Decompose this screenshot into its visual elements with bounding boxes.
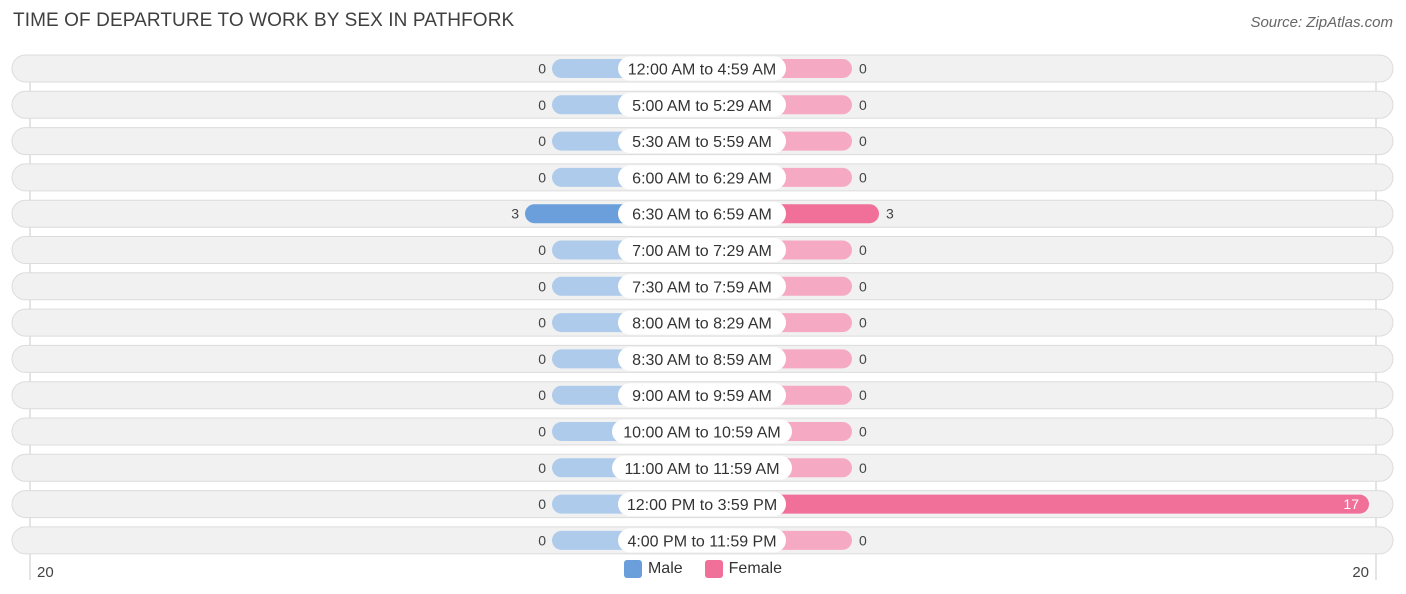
bar-female xyxy=(702,494,1369,514)
legend-item-female: Female xyxy=(704,560,783,578)
category-label-pill xyxy=(618,383,786,408)
value-label-male: 0 xyxy=(538,278,546,294)
category-label: 6:30 AM to 6:59 AM xyxy=(632,207,772,224)
value-label-female: 0 xyxy=(859,460,867,476)
chart-source: Source: ZipAtlas.com xyxy=(1250,14,1393,31)
category-label: 10:00 AM to 10:59 AM xyxy=(623,425,780,442)
value-label-male: 0 xyxy=(538,61,546,77)
value-label-male: 0 xyxy=(538,169,546,185)
value-label-female: 0 xyxy=(859,278,867,294)
legend-item-male: Male xyxy=(623,560,683,578)
value-label-male: 0 xyxy=(538,532,546,548)
category-label: 5:30 AM to 5:59 AM xyxy=(632,134,772,151)
value-label-female: 0 xyxy=(859,424,867,440)
value-label-male: 0 xyxy=(538,460,546,476)
legend-swatch-female xyxy=(704,560,723,578)
category-label-pill xyxy=(618,201,786,226)
category-label: 11:00 AM to 11:59 AM xyxy=(624,461,779,478)
value-label-male: 0 xyxy=(538,97,546,113)
value-label-female: 0 xyxy=(859,133,867,149)
value-label-female: 3 xyxy=(886,206,894,222)
axis-tick-left: 20 xyxy=(37,564,54,581)
value-label-male: 0 xyxy=(538,242,546,258)
category-label: 7:00 AM to 7:29 AM xyxy=(632,243,772,260)
category-label-pill xyxy=(618,129,786,154)
value-label-male: 3 xyxy=(511,206,519,222)
category-label: 9:00 AM to 9:59 AM xyxy=(632,388,772,405)
value-label-male: 0 xyxy=(538,424,546,440)
category-label-pill xyxy=(618,346,786,371)
category-label-pill xyxy=(618,92,786,117)
category-label-pill xyxy=(612,455,792,480)
value-label-male: 0 xyxy=(538,351,546,367)
value-label-female: 0 xyxy=(859,351,867,367)
value-label-female: 0 xyxy=(859,97,867,113)
chart-title: TIME OF DEPARTURE TO WORK BY SEX IN PATH… xyxy=(13,10,515,31)
value-label-female: 0 xyxy=(859,61,867,77)
value-label-female: 0 xyxy=(859,242,867,258)
value-label-male: 0 xyxy=(538,315,546,331)
category-label: 12:00 PM to 3:59 PM xyxy=(627,497,777,514)
legend-label-male: Male xyxy=(647,560,683,577)
category-label-pill xyxy=(618,492,786,517)
value-label-male: 0 xyxy=(538,387,546,403)
value-label-female: 0 xyxy=(859,387,867,403)
category-label: 7:30 AM to 7:59 AM xyxy=(632,279,772,296)
category-label-pill xyxy=(618,56,786,81)
legend-swatch-male xyxy=(623,560,642,578)
value-label-female: 0 xyxy=(859,169,867,185)
category-label: 12:00 AM to 4:59 AM xyxy=(628,62,777,79)
value-label-male: 0 xyxy=(538,496,546,512)
value-label-female: 0 xyxy=(859,315,867,331)
legend-label-female: Female xyxy=(728,560,783,577)
chart-legend: Male Female xyxy=(0,560,1406,578)
value-label-female: 17 xyxy=(1343,496,1359,512)
category-label-pill xyxy=(618,528,786,553)
category-label-pill xyxy=(618,310,786,335)
axis-tick-right: 20 xyxy=(1352,564,1369,581)
category-label-pill xyxy=(618,274,786,299)
category-label-pill xyxy=(618,165,786,190)
category-label-pill xyxy=(618,238,786,262)
category-label: 8:00 AM to 8:29 AM xyxy=(632,316,772,333)
value-label-male: 0 xyxy=(538,133,546,149)
category-label: 4:00 PM to 11:59 PM xyxy=(627,533,776,550)
value-label-female: 0 xyxy=(859,532,867,548)
category-label: 6:00 AM to 6:29 AM xyxy=(632,170,772,187)
category-label: 5:00 AM to 5:29 AM xyxy=(632,98,772,115)
category-label: 8:30 AM to 8:59 AM xyxy=(632,352,772,369)
category-label-pill xyxy=(612,419,792,444)
